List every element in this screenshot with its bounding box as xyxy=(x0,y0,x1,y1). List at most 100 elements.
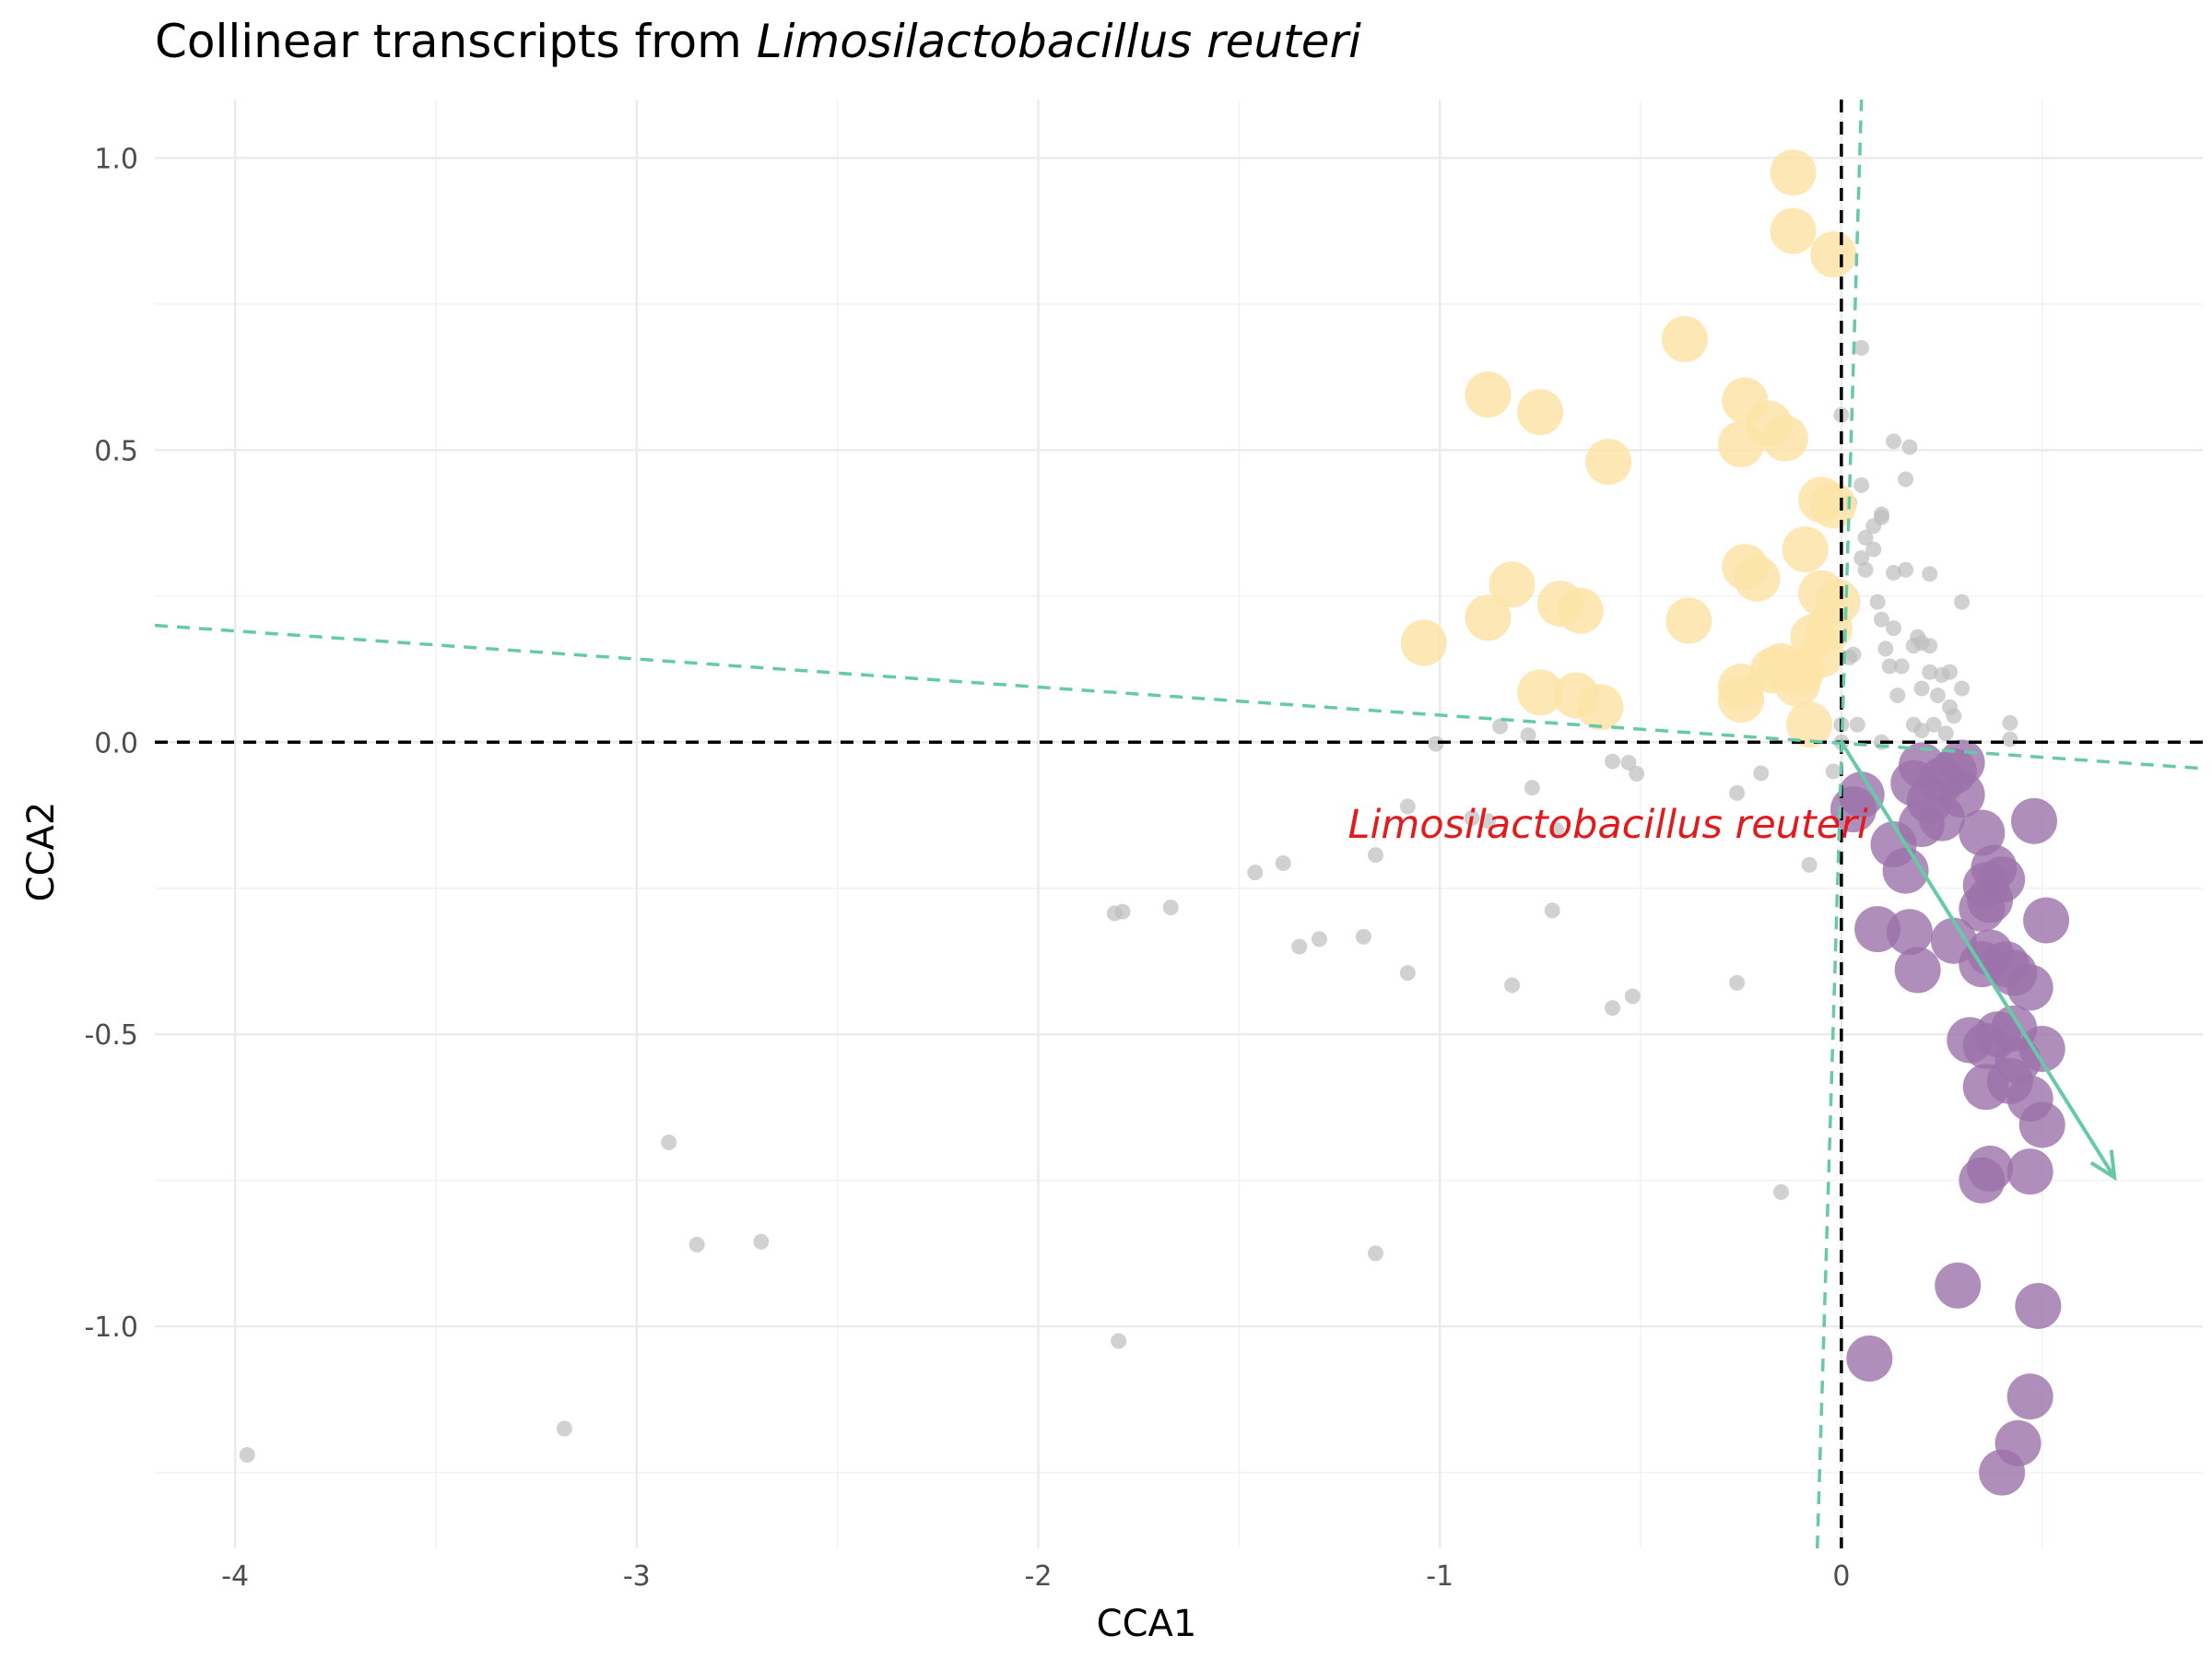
negative-point xyxy=(1962,1064,2009,1111)
background-point xyxy=(1881,658,1898,675)
background-point xyxy=(1753,765,1770,782)
positive-point xyxy=(1400,619,1447,666)
y-tick-label: 0.5 xyxy=(94,435,138,467)
background-point xyxy=(1886,564,1902,581)
background-point xyxy=(1886,620,1902,637)
positive-point xyxy=(1734,555,1781,602)
positive-point xyxy=(1665,597,1712,644)
background-point xyxy=(556,1420,572,1437)
y-tick-label: 1.0 xyxy=(94,143,138,175)
background-point xyxy=(1853,339,1870,356)
positive-point xyxy=(1465,371,1512,418)
positive-point xyxy=(1488,561,1535,608)
positive-point xyxy=(1717,420,1764,467)
background-point xyxy=(1873,611,1889,628)
background-point xyxy=(1247,865,1264,881)
species-annotation: Limosilactobacillus reuteri xyxy=(1348,802,1868,848)
background-point xyxy=(688,1236,705,1253)
x-tick-label: -4 xyxy=(221,1560,249,1593)
positive-point xyxy=(1810,230,1857,277)
negative-point xyxy=(2006,1373,2053,1420)
positive-point xyxy=(1778,649,1825,696)
chart-title-species: Limosilactobacillus reuteri xyxy=(757,15,1361,68)
positive-point xyxy=(1770,207,1817,254)
negative-point xyxy=(2015,1282,2062,1329)
negative-point xyxy=(2006,1148,2053,1195)
background-point xyxy=(1162,900,1179,916)
background-point xyxy=(1857,529,1874,546)
positive-point xyxy=(1782,526,1829,573)
background-point xyxy=(1544,902,1560,919)
chart-title: Collinear transcripts from Limosilactoba… xyxy=(155,15,1361,68)
background-point xyxy=(1492,718,1509,735)
background-point xyxy=(1106,905,1123,922)
background-point xyxy=(1464,810,1480,827)
background-point xyxy=(1886,433,1902,450)
background-point xyxy=(1849,716,1865,733)
background-point xyxy=(1845,646,1862,663)
background-point xyxy=(1291,938,1308,955)
background-point xyxy=(1479,813,1496,830)
background-point xyxy=(1524,780,1540,796)
negative-point xyxy=(1886,909,1933,956)
background-point xyxy=(1942,664,1959,680)
negative-points xyxy=(1830,739,2070,1496)
background-point xyxy=(1620,754,1637,771)
background-point xyxy=(753,1233,770,1250)
negative-point xyxy=(1959,809,2006,856)
background-point xyxy=(1367,1245,1383,1262)
background-point xyxy=(1937,725,1954,742)
negative-point xyxy=(2006,964,2053,1011)
dashed-fit-lines xyxy=(154,99,2204,1549)
positive-point xyxy=(1717,676,1764,723)
background-point xyxy=(1548,821,1565,838)
positive-point xyxy=(1810,482,1857,529)
background-point xyxy=(1520,727,1536,744)
arrow-head xyxy=(2089,1149,2117,1182)
background-point xyxy=(1877,641,1894,657)
positive-point xyxy=(1661,315,1708,362)
background-point xyxy=(1729,974,1746,991)
background-point xyxy=(1605,753,1621,770)
negative-point xyxy=(1959,885,2006,932)
background-point xyxy=(2002,714,2018,731)
negative-point xyxy=(1935,1262,1982,1309)
background-point xyxy=(1399,798,1416,815)
positive-point xyxy=(1517,669,1564,716)
background-point xyxy=(1873,509,1889,525)
background-point xyxy=(1954,680,1971,697)
background-point xyxy=(1922,638,1938,654)
background-point xyxy=(1275,854,1291,871)
x-tick-label: -3 xyxy=(623,1560,651,1593)
x-tick-label: -1 xyxy=(1426,1560,1453,1593)
negative-point xyxy=(1959,1157,2006,1204)
positive-points xyxy=(1400,149,1861,748)
positive-point xyxy=(1557,587,1604,634)
negative-point xyxy=(1882,847,1929,894)
species-arrow xyxy=(1840,741,2117,1182)
chart-title-prefix: Collinear transcripts from xyxy=(155,15,757,68)
negative-point xyxy=(2023,897,2070,944)
background-point xyxy=(1355,928,1371,945)
reference-lines xyxy=(155,100,2203,1548)
background-point xyxy=(1801,856,1818,873)
y-tick-labels: -1.0 -0.5 0.0 0.5 1.0 xyxy=(84,143,138,1344)
background-point xyxy=(1367,847,1383,864)
background-point xyxy=(1853,477,1870,493)
negative-point xyxy=(1979,1449,2026,1496)
arrow-shaft xyxy=(1840,741,2116,1179)
y-tick-label: -0.5 xyxy=(84,1019,138,1052)
y-tick-label: -1.0 xyxy=(84,1312,138,1344)
positive-point xyxy=(1786,701,1833,748)
background-point xyxy=(1853,550,1870,567)
positive-point xyxy=(1585,439,1632,485)
background-point xyxy=(661,1134,677,1150)
background-point xyxy=(1869,594,1886,610)
background-point xyxy=(1913,723,1930,739)
background-point xyxy=(1865,541,1882,558)
background-point xyxy=(1605,1000,1621,1017)
positive-point xyxy=(1465,594,1512,641)
background-point xyxy=(1773,1183,1790,1200)
positive-point xyxy=(1770,149,1817,196)
